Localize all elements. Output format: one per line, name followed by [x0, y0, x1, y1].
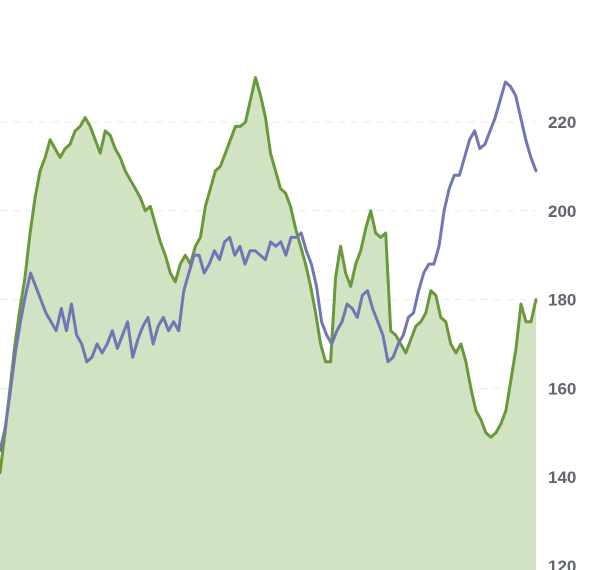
y-tick-label-220: 220 [548, 113, 576, 132]
series-1-area-fill [0, 77, 536, 570]
series-1-line [0, 76, 538, 475]
y-tick-label-200: 200 [548, 202, 576, 221]
y-tick-label-160: 160 [548, 379, 576, 398]
y-tick-label-140: 140 [548, 468, 576, 487]
y-axis-right: 120 140 160 180 200 220 [548, 113, 576, 570]
y-tick-label-180: 180 [548, 291, 576, 310]
series-2-line [0, 80, 538, 453]
y-tick-label-120: 120 [548, 557, 576, 570]
series-layer [0, 76, 538, 570]
